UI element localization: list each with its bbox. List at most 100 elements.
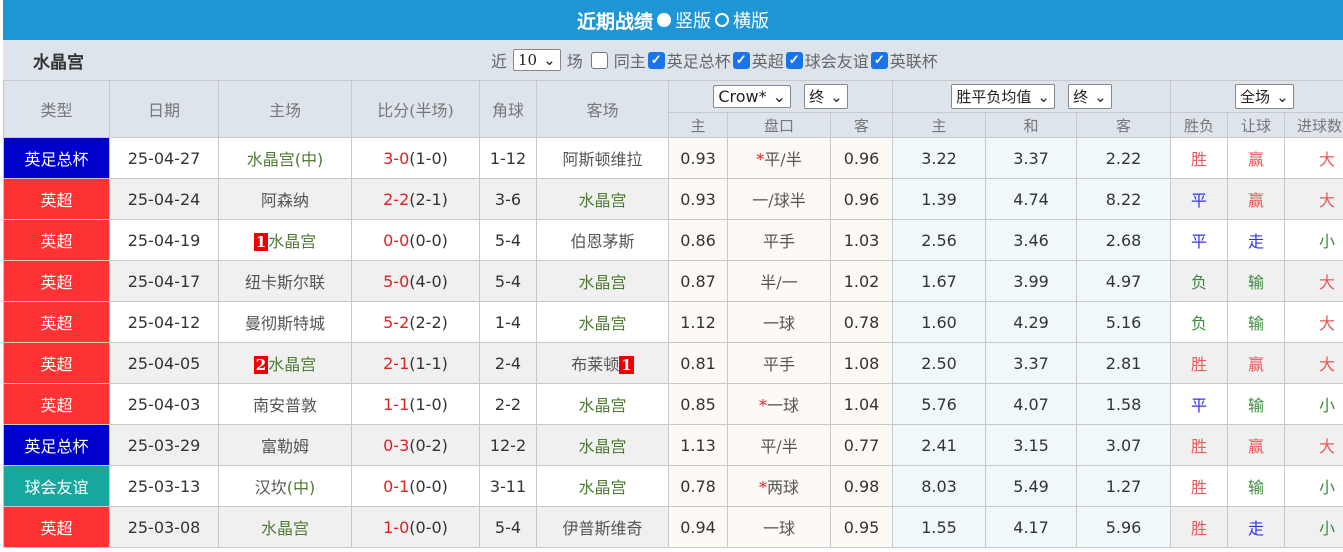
away-team[interactable]: 水晶宫 — [536, 424, 669, 466]
competition-type[interactable]: 英超 — [3, 342, 110, 384]
table-row: 英超 25-03-08 水晶宫 1-0(0-0) 5-4 伊普斯维奇 0.94 一球 0.95 1… — [3, 506, 1343, 548]
view-horizontal-radio[interactable]: 横版 — [715, 7, 769, 33]
competition-type[interactable]: 英超 — [3, 219, 110, 261]
away-team[interactable]: 水晶宫 — [536, 383, 669, 425]
competition-type[interactable]: 球会友谊 — [3, 465, 110, 507]
same-home-checkbox[interactable] — [590, 51, 608, 69]
handicap-result: 赢 — [1227, 137, 1286, 179]
handicap-home-odds: 0.86 — [668, 219, 728, 261]
home-team[interactable]: 水晶宫(中) — [218, 137, 352, 179]
score[interactable]: 0-0(0-0) — [351, 219, 480, 261]
col-o-away: 客 — [1076, 112, 1172, 138]
away-team[interactable]: 水晶宫 — [536, 178, 669, 220]
handicap-away-odds: 0.77 — [829, 424, 894, 466]
competition-checkbox[interactable]: ✓ — [785, 51, 803, 69]
odds-home: 1.67 — [892, 260, 987, 302]
away-team[interactable]: 水晶宫 — [536, 301, 669, 343]
score[interactable]: 0-3(0-2) — [351, 424, 480, 466]
panel-title: 近期战绩 — [576, 10, 653, 33]
goals-result: 小 — [1284, 383, 1343, 425]
col-o-draw: 和 — [985, 112, 1078, 138]
competition-label: 英足总杯 — [666, 52, 731, 71]
odds-home: 2.56 — [892, 219, 987, 261]
odds-selectors: 胜平负均值 ⌄ 终 ⌄ — [892, 80, 1172, 113]
home-team[interactable]: 1 水晶宫 — [218, 219, 352, 261]
score[interactable]: 5-0(4-0) — [351, 260, 480, 302]
home-team[interactable]: 水晶宫 — [218, 506, 352, 548]
home-team[interactable]: 富勒姆 — [218, 424, 352, 466]
radio-icon[interactable] — [657, 13, 671, 27]
score[interactable]: 2-2(2-1) — [351, 178, 480, 220]
col-result: 胜负 — [1170, 112, 1229, 138]
goals-result: 大 — [1284, 342, 1343, 384]
handicap-home-odds: 0.87 — [668, 260, 728, 302]
competition-type[interactable]: 英超 — [3, 383, 110, 425]
competition-checkbox[interactable]: ✓ — [870, 51, 888, 69]
table-row: 英超 25-04-19 1 水晶宫 0-0(0-0) 5-4 伯恩茅斯 0.86 平手 1.03 2… — [3, 219, 1343, 261]
goals-result: 大 — [1284, 137, 1343, 179]
table-row: 英足总杯 25-03-29 富勒姆 0-3(0-2) 12-2 水晶宫 1.13 平/半 0.7… — [3, 424, 1343, 466]
odds-draw: 3.46 — [985, 219, 1078, 261]
home-team[interactable]: 汉坎(中) — [218, 465, 352, 507]
match-result: 负 — [1170, 260, 1229, 302]
corners: 2-4 — [479, 342, 537, 384]
home-team[interactable]: 南安普敦 — [218, 383, 352, 425]
table-row: 英超 25-04-12 曼彻斯特城 5-2(2-2) 1-4 水晶宫 1.12 一球 0.78 1… — [3, 301, 1343, 343]
match-date: 25-03-29 — [109, 424, 219, 466]
handicap-result: 输 — [1227, 260, 1286, 302]
home-team[interactable]: 曼彻斯特城 — [218, 301, 352, 343]
competition-type[interactable]: 英超 — [3, 178, 110, 220]
score[interactable]: 2-1(1-1) — [351, 342, 480, 384]
competition-type[interactable]: 英足总杯 — [3, 424, 110, 466]
away-team[interactable]: 水晶宫 — [536, 260, 669, 302]
match-date: 25-03-08 — [109, 506, 219, 548]
handicap-line: 一/球半 — [727, 178, 831, 220]
away-team[interactable]: 布莱顿 1 — [536, 342, 669, 384]
table-row: 英超 25-04-05 2 水晶宫 2-1(1-1) 2-4 布莱顿 1 0.81 平手 1.08 2… — [3, 342, 1343, 384]
competition-checkbox[interactable]: ✓ — [732, 51, 750, 69]
col-h-line: 盘口 — [727, 112, 831, 138]
competition-type[interactable]: 英超 — [3, 506, 110, 548]
odds-time-select[interactable]: 终 ⌄ — [1068, 84, 1112, 109]
score[interactable]: 1-1(1-0) — [351, 383, 480, 425]
away-team[interactable]: 伯恩茅斯 — [536, 219, 669, 261]
handicap-time-select[interactable]: 终 ⌄ — [804, 84, 848, 109]
away-team[interactable]: 水晶宫 — [536, 465, 669, 507]
home-team[interactable]: 2 水晶宫 — [218, 342, 352, 384]
away-team[interactable]: 伊普斯维奇 — [536, 506, 669, 548]
recent-count-select[interactable]: 10 ⌄ — [513, 49, 561, 71]
score[interactable]: 1-0(0-0) — [351, 506, 480, 548]
radio-icon[interactable] — [715, 13, 729, 27]
period-select[interactable]: 全场 ⌄ — [1235, 84, 1294, 109]
company-select[interactable]: Crow* ⌄ — [713, 85, 792, 108]
score[interactable]: 0-1(0-0) — [351, 465, 480, 507]
table-row: 英超 25-04-03 南安普敦 1-1(1-0) 2-2 水晶宫 0.85 *一球 1.04 5… — [3, 383, 1343, 425]
home-team[interactable]: 纽卡斯尔联 — [218, 260, 352, 302]
competition-type[interactable]: 英足总杯 — [3, 137, 110, 179]
col-goals: 进球数 — [1284, 112, 1343, 138]
score[interactable]: 5-2(2-2) — [351, 301, 480, 343]
red-card-badge: 1 — [253, 233, 269, 251]
match-date: 25-04-12 — [109, 301, 219, 343]
handicap-result: 输 — [1227, 465, 1286, 507]
competition-checkbox[interactable]: ✓ — [647, 51, 665, 69]
handicap-home-odds: 0.78 — [668, 465, 728, 507]
away-team[interactable]: 阿斯顿维拉 — [536, 137, 669, 179]
home-team[interactable]: 阿森纳 — [218, 178, 352, 220]
score[interactable]: 3-0(1-0) — [351, 137, 480, 179]
competition-type[interactable]: 英超 — [3, 260, 110, 302]
table-row: 英超 25-04-17 纽卡斯尔联 5-0(4-0) 5-4 水晶宫 0.87 半/一 1.02… — [3, 260, 1343, 302]
competition-type[interactable]: 英超 — [3, 301, 110, 343]
handicap-line: *两球 — [727, 465, 831, 507]
view-vertical-radio[interactable]: 竖版 — [657, 7, 711, 33]
odds-away: 5.96 — [1076, 506, 1172, 548]
handicap-result: 输 — [1227, 301, 1286, 343]
handicap-away-odds: 0.95 — [829, 506, 894, 548]
period-selector: 全场 ⌄ — [1170, 80, 1343, 113]
odds-type-select[interactable]: 胜平负均值 ⌄ — [951, 84, 1055, 109]
match-table: 类型 日期 主场 比分(半场) 角球 客场 Crow* ⌄ 终 ⌄ 胜平负均值 ⌄ 终… — [3, 80, 1343, 548]
goals-result: 大 — [1284, 260, 1343, 302]
corners: 1-4 — [479, 301, 537, 343]
chevron-down-icon: ⌄ — [543, 51, 556, 69]
chevron-down-icon: ⌄ — [1037, 87, 1050, 106]
